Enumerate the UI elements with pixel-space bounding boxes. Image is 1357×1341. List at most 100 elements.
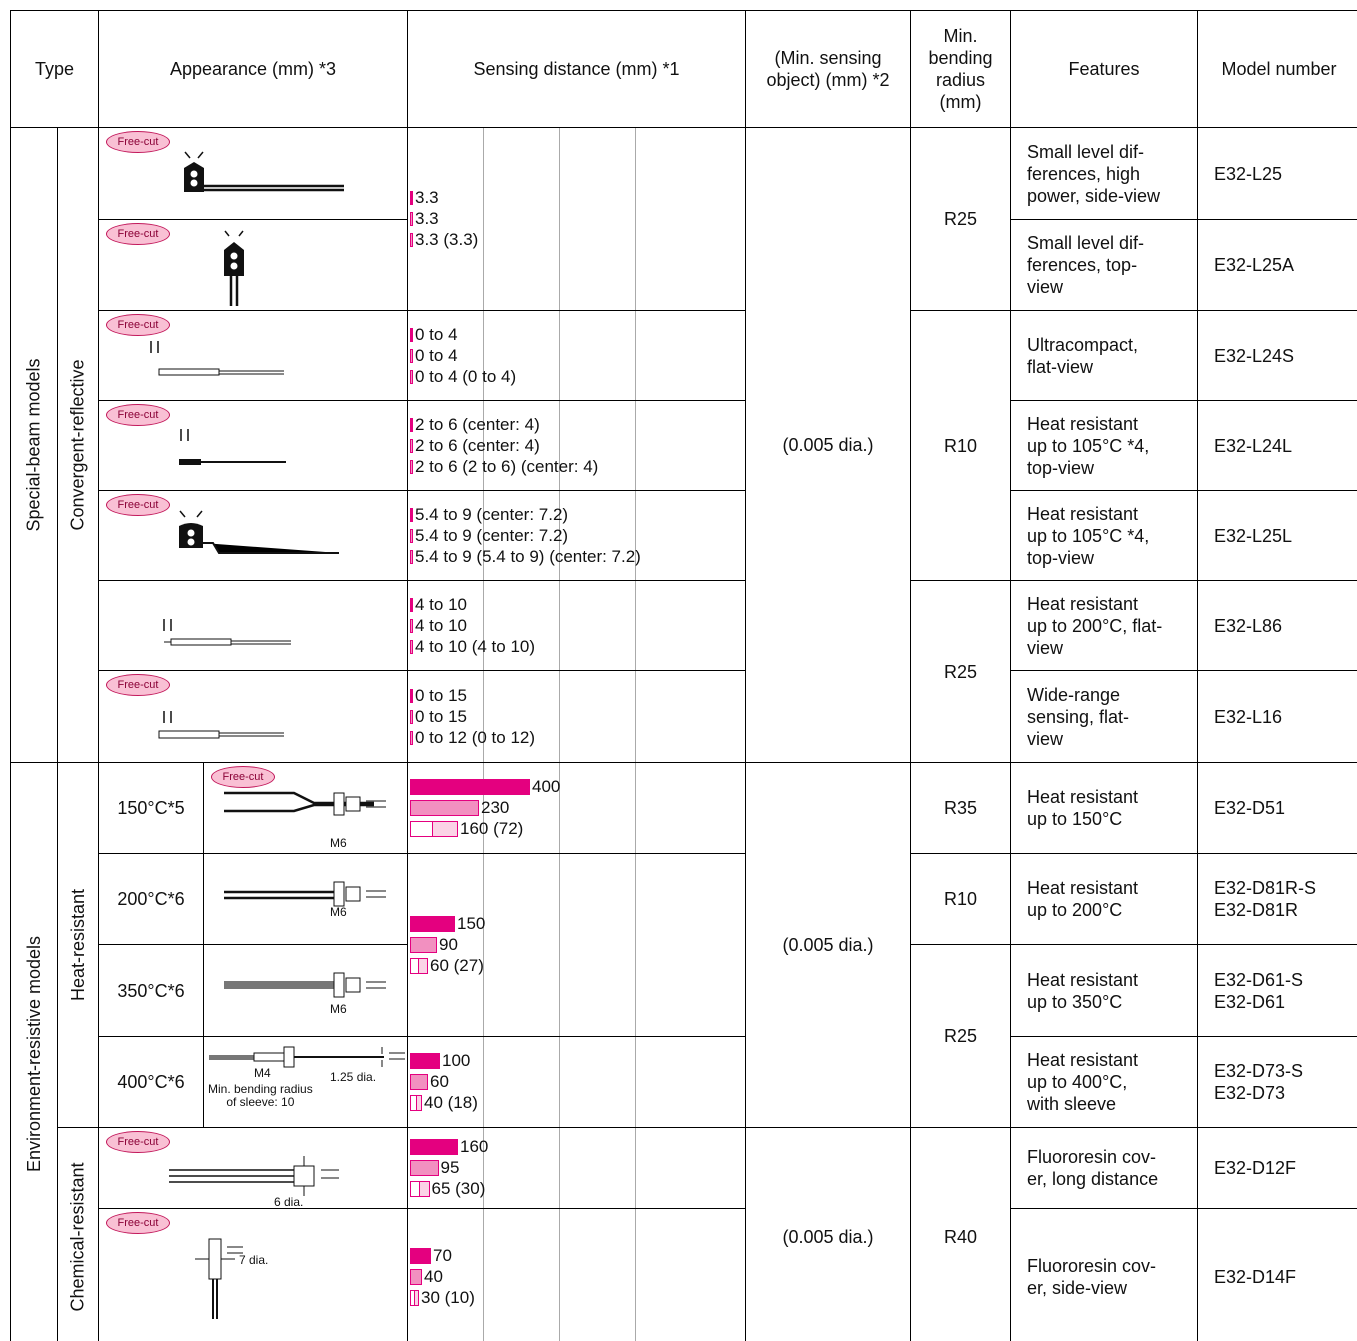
drawing-shape [209,1055,254,1060]
appearance-cell: Free-cut [98,670,408,763]
sensing-text: 400 [532,777,561,796]
model-number: E32-D14F [1197,1208,1357,1341]
sensing-line: 3.3 [410,188,478,209]
sensing-text: 3.3 (3.3) [415,230,479,249]
grid-line [559,311,560,400]
sensing-text: 30 (10) [421,1288,475,1307]
sensing-text: 4 to 10 [415,615,467,635]
sensing-text: 0 to 15 [415,706,467,726]
bar [410,916,455,932]
sensing-line: 40 (18) [410,1093,478,1114]
drawing-shape [163,711,172,723]
drawing-shape [219,370,284,375]
grid-line [559,1128,560,1208]
appearance-cell: M6 [203,853,408,945]
free-cut-badge: Free-cut [106,404,170,426]
min-object: (0.005 dia.) [745,1127,911,1341]
sensing-line: 2 to 6 (center: 4) [410,435,598,456]
features: Heat resistant up to 150°C [1010,762,1198,854]
bar [410,1053,440,1069]
bending-radius: R40 [910,1127,1011,1341]
features: Heat resistant up to 350°C [1010,944,1198,1037]
sensing-line: 0 to 15 [410,706,535,727]
marker [410,688,413,703]
bending-radius: R25 [910,580,1011,763]
drawing-shape [230,252,238,260]
grid-line [483,854,484,1036]
marker [410,639,413,654]
drawing-shape [366,800,386,808]
group-cell: Special-beam models [10,127,58,763]
sensing-line: 0 to 4 (0 to 4) [410,366,516,387]
drawing-shape [195,1246,243,1260]
drawing-shape [150,341,159,353]
dimension-note: 7 dia. [239,1253,269,1267]
group-label: Chemical-resistant [68,1161,89,1312]
sensor-drawing [224,881,386,907]
sensing-cell: 160 95 65 (30) [407,1127,746,1209]
grid-line [635,311,636,400]
model-number: E32-L16 [1197,670,1357,763]
bar [410,1181,430,1197]
header-cell: Appearance (mm) *3 [98,10,408,128]
sensing-text: 2 to 6 (center: 4) [415,414,540,434]
marker [410,709,413,724]
sensing-text: 0 to 12 (0 to 12) [415,727,536,747]
header-cell: Sensing distance (mm) *1 [407,10,746,128]
free-cut-badge: Free-cut [106,674,170,696]
drawing-shape [230,262,238,270]
grid-line [635,1037,636,1127]
grid-line [483,581,484,670]
free-cut-badge: Free-cut [106,223,170,245]
dimension-note: M6 [330,836,347,850]
bar [410,779,530,795]
sensing-text: 40 [424,1267,443,1286]
sensing-line: 3.3 [410,209,478,230]
drawing-shape [180,429,189,441]
sensing-lines: 70 40 30 (10) [410,1209,475,1341]
bending-radius: R35 [910,762,1011,854]
sensing-line: 0 to 4 [410,324,516,345]
sensing-text: 0 to 15 [415,685,467,705]
sensing-text: 4 to 10 [415,594,467,614]
drawing-shape [229,276,239,306]
header-cell: Features [1010,10,1198,128]
header-cell: Model number [1197,10,1357,128]
features: Ultracompact, flat-view [1010,310,1198,401]
grid-line [559,1209,560,1341]
dimension-note: 1.25 dia. [330,1070,377,1084]
sensing-line: 160 [410,1137,488,1158]
group-label: Heat-resistant [68,888,89,1002]
header-cell: (Min. sensing object) (mm) *2 [745,10,911,128]
free-cut-badge: Free-cut [106,314,170,336]
sensing-text: 2 to 6 (center: 4) [415,435,540,455]
marker [410,191,413,205]
temperature: 400°C*6 [98,1036,204,1128]
sensing-line: 30 (10) [410,1288,475,1309]
sensing-text: 100 [442,1051,471,1070]
features: Small level dif- ferences, high power, s… [1010,127,1198,220]
sensing-text: 5.4 to 9 (5.4 to 9) (center: 7.2) [415,546,641,566]
model-number: E32-D51 [1197,762,1357,854]
sensor-drawing [179,510,339,554]
marker [410,730,413,745]
sensing-lines: 3.3 3.3 3.3 (3.3) [410,128,478,310]
grid-line [559,401,560,490]
sensing-cell: 3.3 3.3 3.3 (3.3) [407,127,746,311]
sensing-text: 150 [457,914,486,933]
sensing-text: 3.3 [415,188,439,207]
group-label: Environment-resistive models [24,935,44,1173]
sensor-drawing [150,341,284,376]
features: Heat resistant up to 105°C *4, top-view [1010,400,1198,491]
drawing-shape [170,638,232,646]
dimension-note: 6 dia. [274,1195,304,1209]
drawing-shape [333,881,345,907]
group-label: Convergent-reflective [68,359,88,531]
appearance-cell: Free-cut [98,310,408,401]
sensing-line: 5.4 to 9 (center: 7.2) [410,525,641,546]
drawing-shape [187,538,195,546]
model-number: E32-L24L [1197,400,1357,491]
bar-split [418,1182,429,1196]
